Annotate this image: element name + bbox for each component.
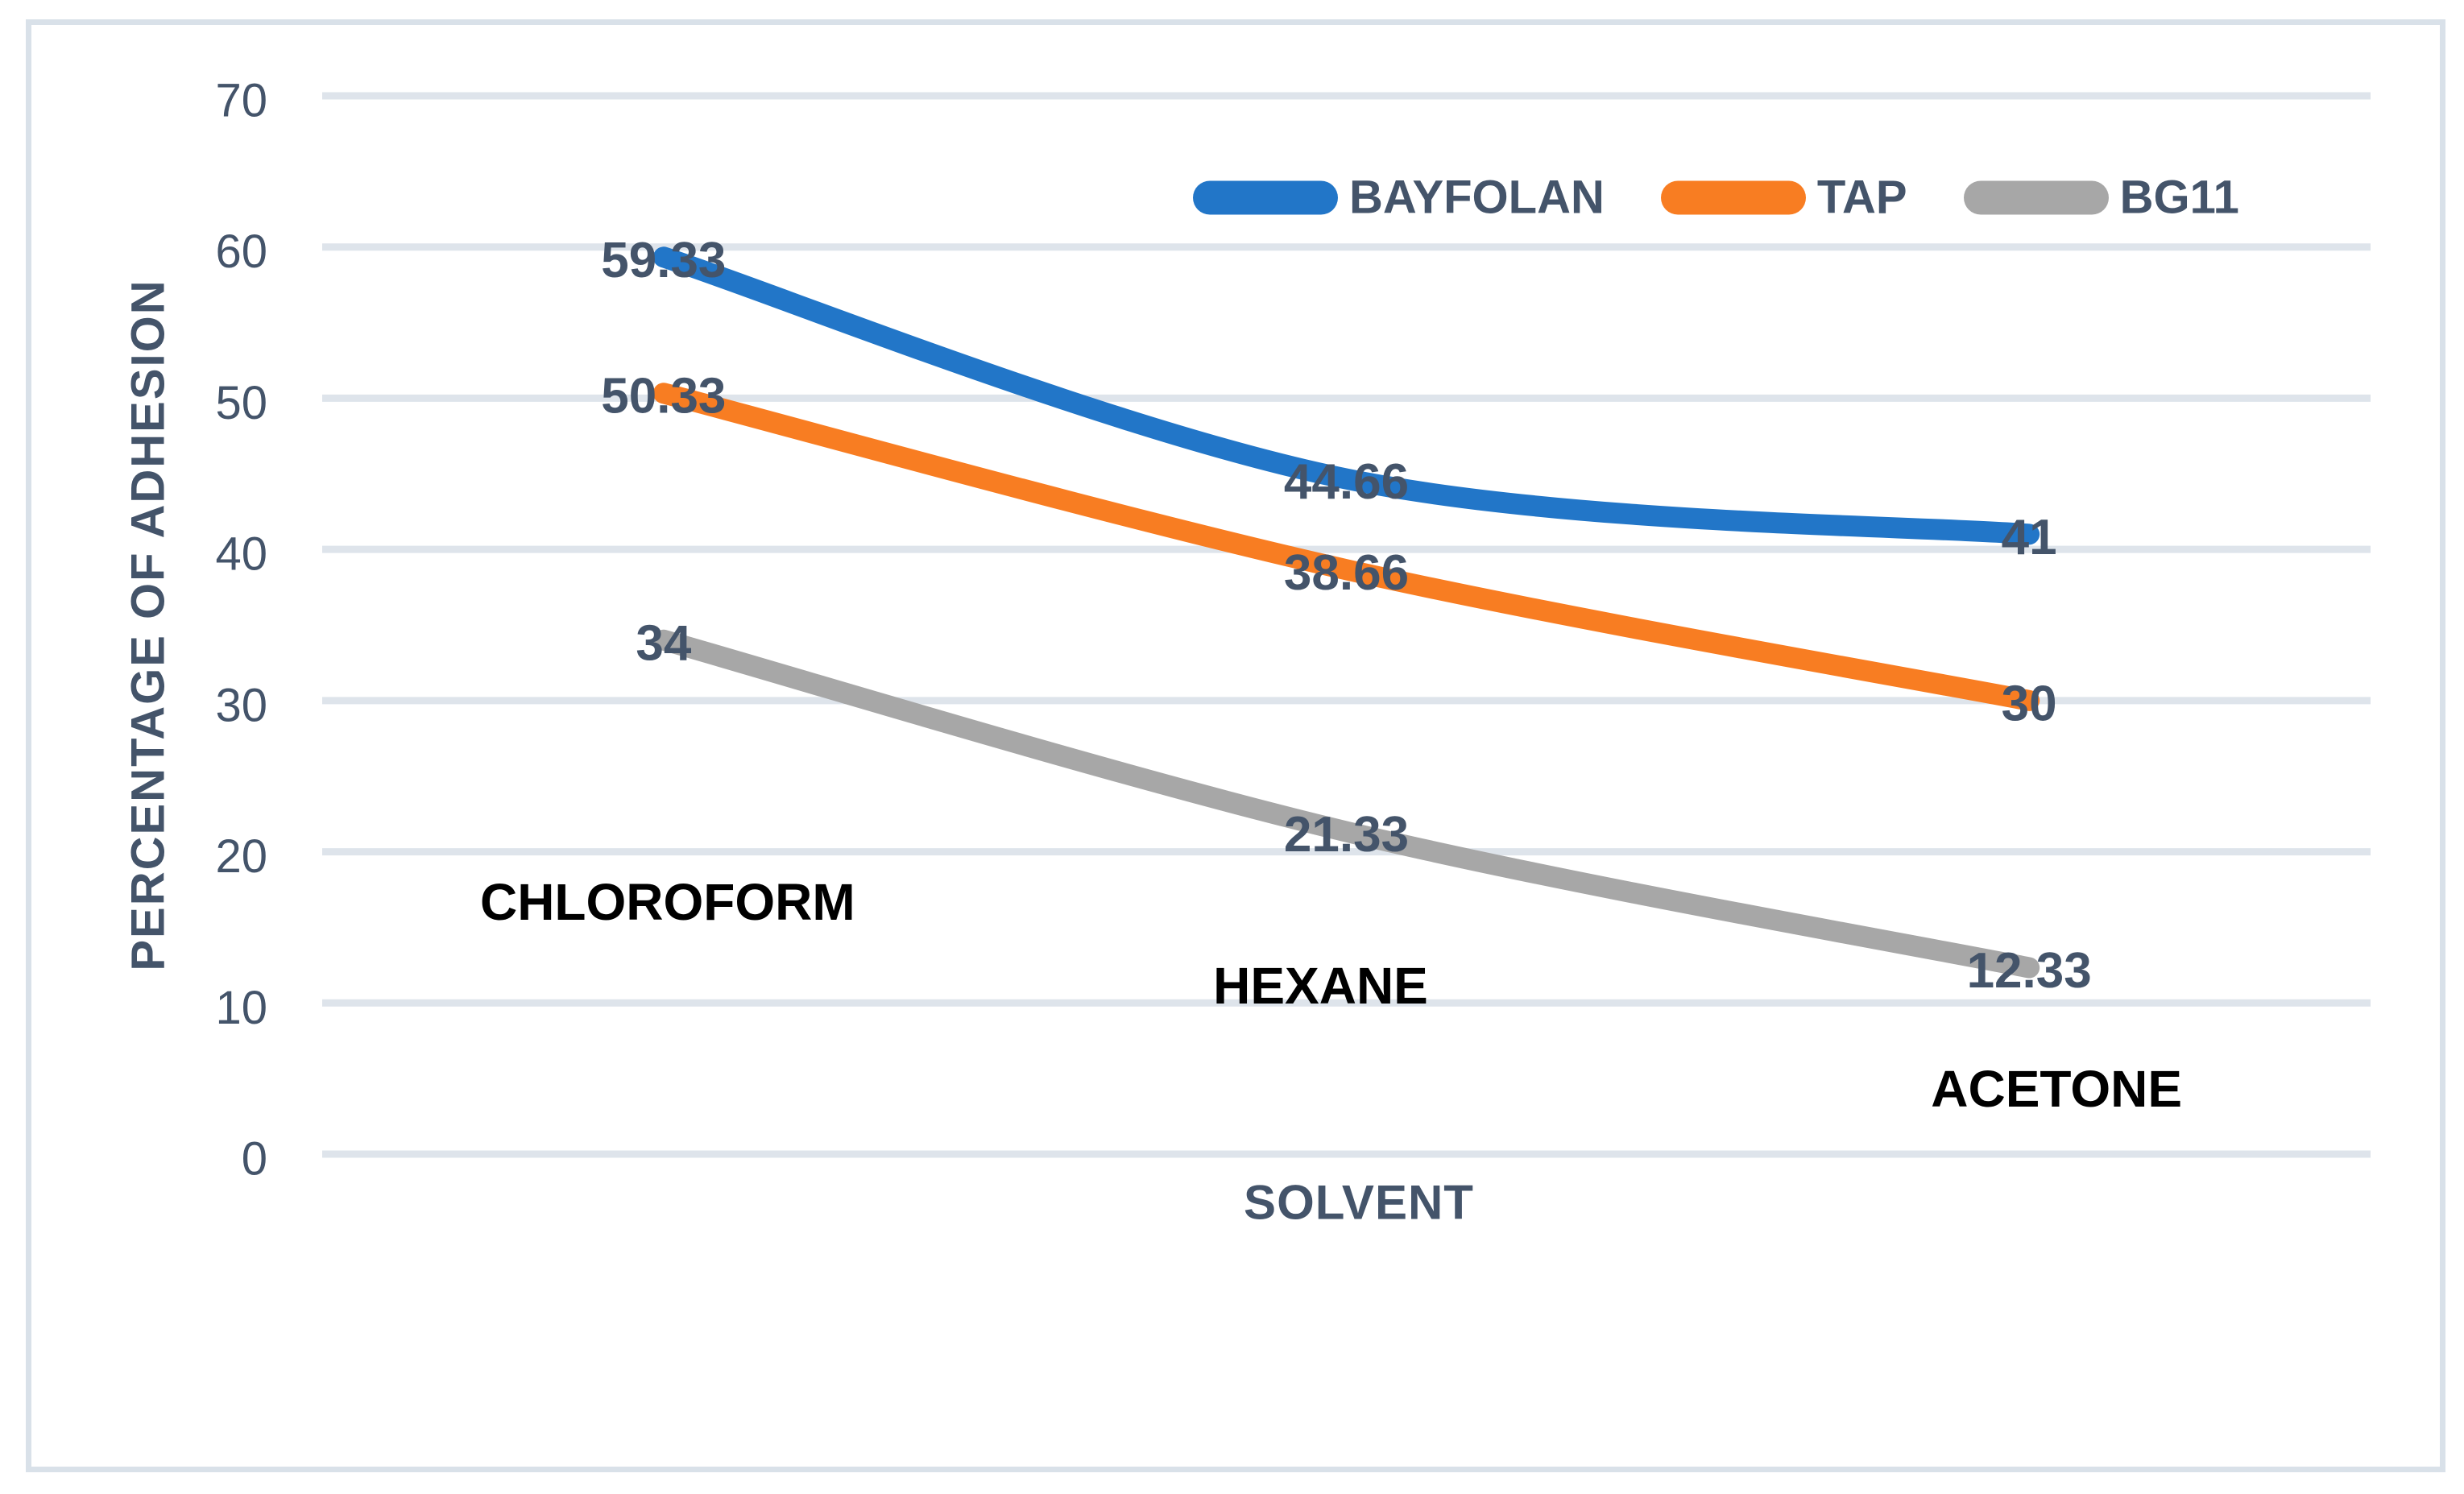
data-label-bayfolan-acetone: 41 bbox=[2002, 510, 2057, 565]
x-category-label-acetone: ACETONE bbox=[1931, 1060, 2182, 1118]
chart-frame-border bbox=[26, 19, 2445, 1472]
data-label-bayfolan-chloroform: 59.33 bbox=[601, 233, 726, 288]
series-line-bayfolan bbox=[652, 246, 2040, 545]
legend-swatch-bg11 bbox=[1963, 180, 2109, 214]
data-label-bayfolan-hexane: 44.66 bbox=[1284, 454, 1409, 510]
data-label-bg11-chloroform: 34 bbox=[636, 615, 691, 671]
series-line-bg11 bbox=[652, 629, 2040, 979]
data-label-tap-chloroform: 50.33 bbox=[601, 369, 726, 424]
y-axis-title: PERCENTAGE OF ADHESION bbox=[122, 279, 175, 971]
x-category-label-chloroform: CHLOROFORM bbox=[480, 873, 855, 931]
y-tick-label-30: 30 bbox=[215, 679, 267, 731]
x-axis-title: SOLVENT bbox=[1244, 1175, 1474, 1230]
y-tick-label-0: 0 bbox=[242, 1133, 267, 1186]
legend-item-bayfolan: BAYFOLAN bbox=[1193, 171, 1605, 225]
legend-item-tap: TAP bbox=[1660, 171, 1907, 225]
y-tick-label-60: 60 bbox=[215, 226, 267, 278]
y-tick-label-50: 50 bbox=[215, 377, 267, 429]
legend: BAYFOLAN TAP BG11 bbox=[1193, 171, 2239, 225]
data-label-bg11-hexane: 21.33 bbox=[1284, 807, 1409, 863]
y-tick-label-10: 10 bbox=[215, 982, 267, 1034]
legend-label-bg11: BG11 bbox=[2119, 171, 2239, 224]
series-line-tap bbox=[652, 383, 2040, 711]
data-label-tap-hexane: 38.66 bbox=[1284, 545, 1409, 601]
legend-label-tap: TAP bbox=[1816, 171, 1907, 224]
x-category-label-hexane: HEXANE bbox=[1213, 957, 1428, 1015]
y-tick-label-40: 40 bbox=[215, 528, 267, 581]
data-label-tap-acetone: 30 bbox=[2002, 676, 2057, 731]
data-label-bg11-acetone: 12.33 bbox=[1967, 943, 2092, 999]
legend-item-bg11: BG11 bbox=[1963, 171, 2239, 225]
y-tick-label-70: 70 bbox=[215, 75, 267, 127]
legend-label-bayfolan: BAYFOLAN bbox=[1349, 171, 1605, 224]
legend-swatch-tap bbox=[1660, 180, 1806, 214]
y-tick-label-20: 20 bbox=[215, 830, 267, 883]
legend-swatch-bayfolan bbox=[1193, 180, 1338, 214]
